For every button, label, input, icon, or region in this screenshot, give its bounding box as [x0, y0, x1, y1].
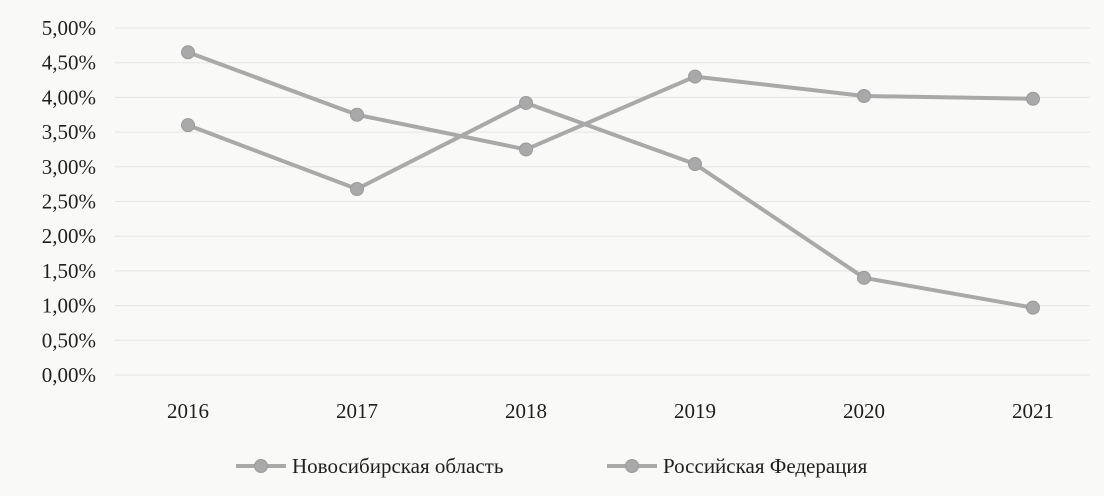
y-tick-label: 2,50%: [42, 190, 96, 214]
data-point-2: [688, 157, 702, 172]
data-point-2: [1026, 300, 1040, 315]
legend-marker-2: [625, 459, 639, 473]
y-tick-label: 3,00%: [42, 155, 96, 179]
data-point-1: [688, 69, 702, 84]
x-tick-label: 2018: [505, 399, 547, 423]
x-tick-label: 2017: [336, 399, 378, 423]
x-tick-label: 2021: [1012, 399, 1054, 423]
x-axis: 2016 2017 2018 2019 2020 2021: [167, 399, 1054, 423]
data-point-1: [519, 142, 533, 157]
data-point-2: [181, 118, 195, 133]
y-tick-label: 4,00%: [42, 85, 96, 109]
y-axis: 0,00% 0,50% 1,00% 1,50% 2,00% 2,50% 3,00% 3,50%…: [42, 16, 96, 387]
y-tick-label: 5,00%: [42, 16, 96, 40]
data-point-1: [350, 107, 364, 122]
y-tick-label: 0,50%: [42, 328, 96, 352]
legend-label-2: Российская Федерация: [663, 454, 868, 478]
y-tick-label: 4,50%: [42, 51, 96, 75]
x-tick-label: 2019: [674, 399, 716, 423]
y-tick-label: 3,50%: [42, 120, 96, 144]
data-point-1: [181, 45, 195, 60]
data-point-1: [857, 89, 871, 104]
legend: Новосибирская область Российская Федераци…: [236, 454, 868, 478]
series-line-1: [186, 50, 1035, 152]
series-line-2: [186, 100, 1035, 310]
data-point-2: [519, 95, 533, 110]
y-tick-label: 2,00%: [42, 224, 96, 248]
y-tick-label: 1,50%: [42, 259, 96, 283]
legend-label-1: Новосибирская область: [292, 454, 503, 478]
legend-marker-1: [254, 459, 268, 473]
data-point-2: [857, 270, 871, 285]
y-tick-label: 1,00%: [42, 294, 96, 318]
x-tick-label: 2020: [843, 399, 885, 423]
gridlines: [115, 27, 1090, 376]
x-tick-label: 2016: [167, 399, 209, 423]
series-layer: [181, 45, 1040, 315]
y-tick-label: 0,00%: [42, 363, 96, 387]
data-point-1: [1026, 91, 1040, 106]
data-point-2: [350, 182, 364, 197]
